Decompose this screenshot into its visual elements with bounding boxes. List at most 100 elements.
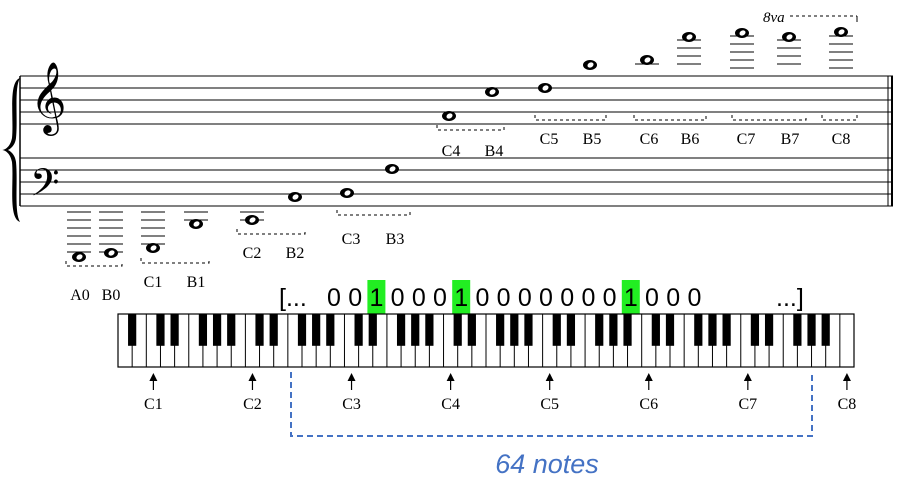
octave-bracket — [236, 229, 306, 235]
octave-bracket — [140, 258, 210, 264]
black-key — [764, 314, 774, 346]
black-key — [566, 314, 576, 346]
note-head-hollow — [108, 250, 115, 256]
label-b6: B6 — [681, 131, 700, 148]
black-key — [170, 314, 179, 346]
keyboard-marker-label: C6 — [639, 396, 658, 413]
up-arrow-icon — [446, 373, 455, 381]
note-head-hollow — [838, 29, 845, 35]
vector-bit: 0 — [560, 284, 574, 312]
keyboard-marker-label: C8 — [838, 396, 857, 413]
black-key — [453, 314, 462, 346]
octave-bracket — [436, 125, 505, 131]
octave-bracket — [336, 210, 411, 216]
black-key — [354, 314, 363, 346]
vector-bit: 1 — [369, 284, 383, 312]
staff-notes — [65, 27, 858, 267]
bit-highlight — [621, 280, 640, 314]
note-head-hollow — [542, 85, 549, 91]
range-label: 64 notes — [495, 449, 599, 479]
piano-keyboard — [117, 313, 855, 368]
note-head-hollow — [686, 34, 693, 40]
up-arrow-icon — [545, 373, 554, 381]
black-key — [722, 314, 731, 346]
label-c4: C4 — [442, 143, 461, 160]
keyboard-marker-label: C1 — [144, 396, 163, 413]
label-c2: C2 — [243, 245, 262, 262]
label-a0: A0 — [70, 287, 90, 304]
label-c7: C7 — [737, 131, 756, 148]
staff-octave-labels: A0 B0 C1 B1 C2 B2 C3 B3 C4 B4 C5 B5 C6 B… — [70, 131, 850, 304]
black-key — [297, 314, 307, 346]
up-arrow-icon — [347, 373, 356, 381]
black-key — [312, 314, 321, 346]
note-head-hollow — [587, 62, 594, 68]
black-key — [750, 314, 760, 346]
vector-bit: 1 — [624, 284, 638, 312]
black-key — [694, 314, 703, 346]
black-key — [396, 314, 406, 346]
up-arrow-icon — [743, 373, 752, 381]
vector-bit: 0 — [433, 284, 447, 312]
note-head-hollow — [292, 194, 299, 200]
label-b7: B7 — [781, 131, 800, 148]
label-c5: C5 — [540, 131, 559, 148]
black-key — [595, 314, 604, 346]
black-key — [368, 314, 377, 346]
black-key — [198, 314, 208, 346]
black-key — [552, 314, 561, 346]
vector-bit: 0 — [412, 284, 426, 312]
vector-bit: 0 — [497, 284, 511, 312]
up-arrow-icon — [842, 373, 851, 381]
vector-bit: 0 — [666, 284, 680, 312]
label-b0: B0 — [102, 287, 121, 304]
black-key — [665, 314, 675, 346]
note-head-hollow — [344, 190, 351, 196]
label-c1: C1 — [144, 274, 163, 291]
label-b1: B1 — [187, 274, 206, 291]
black-key — [651, 314, 660, 346]
note-head-hollow — [446, 113, 453, 119]
range-bracket — [290, 372, 813, 437]
octave-bracket — [633, 115, 707, 121]
vector-bit: 0 — [539, 284, 553, 312]
note-head-hollow — [644, 57, 651, 63]
note-head-hollow — [739, 30, 746, 36]
vector-bit: 0 — [391, 284, 405, 312]
vector-bit: 0 — [327, 284, 341, 312]
note-head-hollow — [76, 254, 83, 260]
ottava-marking: 8va — [763, 10, 785, 26]
vector-bit: 0 — [348, 284, 362, 312]
octave-bracket — [821, 115, 858, 121]
vector-bit: 0 — [518, 284, 532, 312]
black-key — [326, 314, 335, 346]
black-key — [411, 314, 420, 346]
black-key — [708, 314, 717, 346]
label-c6: C6 — [640, 131, 659, 148]
black-key — [425, 314, 434, 346]
vector-bit: 0 — [581, 284, 595, 312]
vector-bit: 0 — [645, 284, 659, 312]
black-key — [807, 314, 816, 346]
keyboard-marker-label: C4 — [441, 396, 460, 413]
treble-clef-icon: 𝄞 — [30, 62, 67, 136]
label-c8: C8 — [832, 131, 851, 148]
keyboard-marker-label: C5 — [540, 396, 559, 413]
black-key — [496, 314, 505, 346]
black-key — [269, 314, 278, 346]
black-key — [255, 314, 264, 346]
note-head-hollow — [489, 89, 496, 95]
label-c3: C3 — [342, 231, 361, 248]
black-key — [524, 314, 533, 346]
note-head-hollow — [150, 245, 157, 251]
up-arrow-icon — [149, 373, 158, 381]
keyboard-c-markers: C1 C2 C3 C4 C5 C6 C7 C8 — [144, 373, 856, 413]
black-key — [227, 314, 236, 346]
label-b5: B5 — [583, 131, 602, 148]
black-key — [821, 314, 830, 346]
note-head-hollow — [389, 166, 396, 172]
vector-close-bracket: ...] — [776, 284, 804, 312]
vector-bit: 0 — [603, 284, 617, 312]
